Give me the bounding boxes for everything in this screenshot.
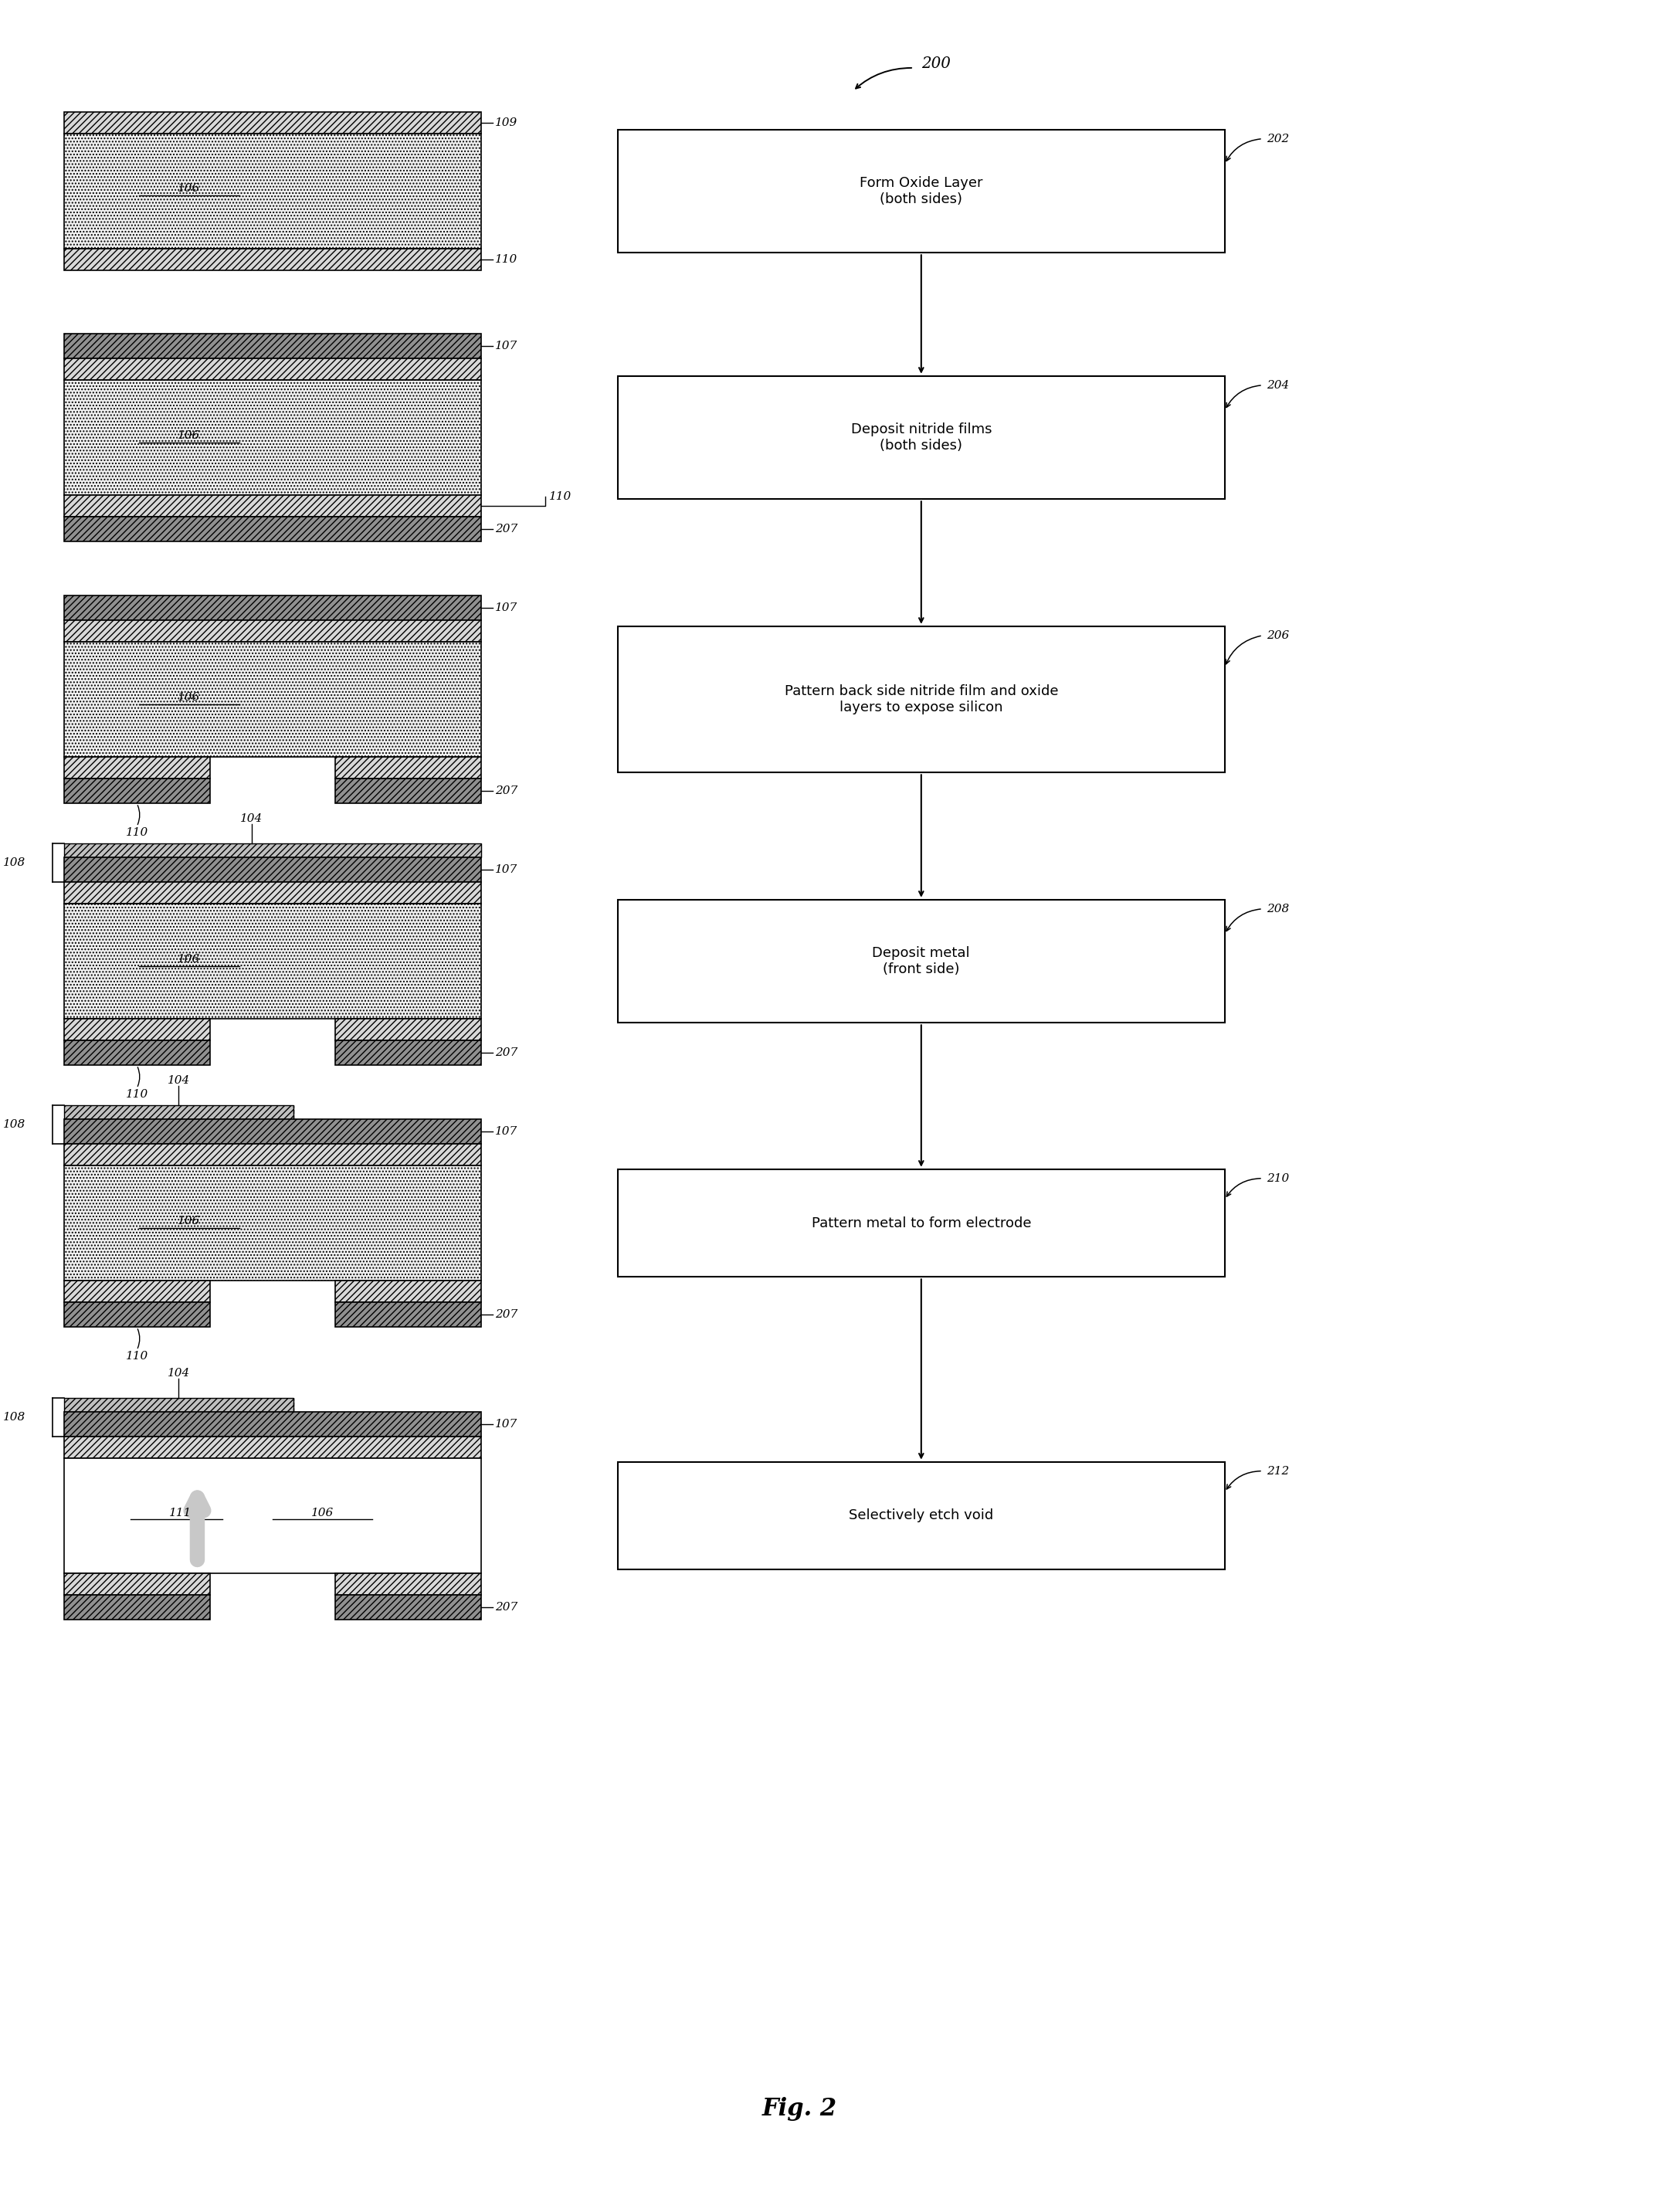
Text: 106: 106 xyxy=(178,429,199,440)
Text: 106: 106 xyxy=(178,692,199,703)
Bar xyxy=(336,779,480,803)
Bar xyxy=(63,1166,480,1281)
Bar xyxy=(63,1411,480,1436)
Bar xyxy=(63,1573,209,1595)
Text: 107: 107 xyxy=(495,865,517,876)
Text: 110: 110 xyxy=(550,491,572,502)
Bar xyxy=(336,1595,480,1619)
Bar xyxy=(63,1144,480,1166)
Text: 106: 106 xyxy=(178,1214,199,1225)
Bar xyxy=(63,250,480,270)
Bar xyxy=(63,1119,480,1144)
Text: Pattern metal to form electrode: Pattern metal to form electrode xyxy=(811,1217,1030,1230)
Text: 108: 108 xyxy=(3,858,27,867)
Bar xyxy=(618,626,1225,772)
Text: 106: 106 xyxy=(178,184,199,195)
Bar xyxy=(63,1281,209,1303)
Text: 202: 202 xyxy=(1266,133,1290,144)
Bar xyxy=(336,1281,480,1303)
Bar xyxy=(63,1040,209,1066)
Bar xyxy=(63,518,480,542)
Text: 111: 111 xyxy=(170,1509,191,1520)
Text: 200: 200 xyxy=(921,58,951,71)
Bar xyxy=(618,900,1225,1022)
Text: 110: 110 xyxy=(126,1088,148,1099)
Bar xyxy=(63,1458,480,1573)
Text: 110: 110 xyxy=(126,827,148,838)
Text: 109: 109 xyxy=(495,117,517,128)
Text: 204: 204 xyxy=(1266,380,1290,392)
Text: 110: 110 xyxy=(126,1352,148,1363)
Bar xyxy=(618,376,1225,500)
Bar xyxy=(63,113,480,133)
Text: 107: 107 xyxy=(495,1418,517,1429)
Text: 107: 107 xyxy=(495,341,517,352)
Bar xyxy=(336,757,480,779)
Text: 207: 207 xyxy=(495,1601,517,1613)
Text: 104: 104 xyxy=(241,814,263,825)
Bar xyxy=(63,858,480,883)
Text: 207: 207 xyxy=(495,1048,517,1057)
Bar xyxy=(63,133,480,250)
Text: 212: 212 xyxy=(1266,1467,1290,1475)
Text: 110: 110 xyxy=(495,254,517,265)
Bar xyxy=(618,1170,1225,1276)
Text: Pattern back side nitride film and oxide
layers to expose silicon: Pattern back side nitride film and oxide… xyxy=(784,684,1059,714)
Text: 106: 106 xyxy=(311,1509,334,1520)
Text: 104: 104 xyxy=(168,1367,189,1378)
Text: 104: 104 xyxy=(168,1075,189,1086)
Bar xyxy=(618,131,1225,252)
Text: Selectively etch void: Selectively etch void xyxy=(849,1509,994,1522)
Text: Form Oxide Layer
(both sides): Form Oxide Layer (both sides) xyxy=(859,177,982,206)
Text: 207: 207 xyxy=(495,524,517,535)
Bar xyxy=(63,883,480,902)
Bar xyxy=(63,619,480,641)
Text: Deposit metal
(front side): Deposit metal (front side) xyxy=(873,947,971,975)
Text: 207: 207 xyxy=(495,1310,517,1321)
Text: Deposit nitride films
(both sides): Deposit nitride films (both sides) xyxy=(851,422,992,453)
Bar xyxy=(63,641,480,757)
Bar xyxy=(63,843,480,858)
Bar xyxy=(63,902,480,1020)
Bar xyxy=(336,1303,480,1327)
Bar xyxy=(63,1020,209,1040)
Bar xyxy=(63,380,480,495)
Bar xyxy=(63,1436,480,1458)
Text: 207: 207 xyxy=(495,785,517,796)
Text: 206: 206 xyxy=(1266,630,1290,641)
Text: 107: 107 xyxy=(495,602,517,613)
Bar xyxy=(63,1595,209,1619)
Bar xyxy=(63,1303,209,1327)
Bar xyxy=(63,334,480,358)
Bar xyxy=(336,1573,480,1595)
Text: 108: 108 xyxy=(3,1411,27,1422)
Bar xyxy=(336,1020,480,1040)
Bar xyxy=(63,595,480,619)
Text: 106: 106 xyxy=(178,953,199,964)
Bar xyxy=(63,358,480,380)
Text: Fig. 2: Fig. 2 xyxy=(763,2097,838,2121)
Bar xyxy=(63,1398,293,1411)
Bar xyxy=(63,495,480,518)
Bar xyxy=(336,1040,480,1066)
Text: 107: 107 xyxy=(495,1126,517,1137)
Bar xyxy=(63,779,209,803)
Text: 208: 208 xyxy=(1266,902,1290,914)
Bar xyxy=(63,1106,293,1119)
Bar xyxy=(618,1462,1225,1571)
Text: 108: 108 xyxy=(3,1119,27,1130)
Bar xyxy=(63,757,209,779)
Text: 210: 210 xyxy=(1266,1172,1290,1183)
